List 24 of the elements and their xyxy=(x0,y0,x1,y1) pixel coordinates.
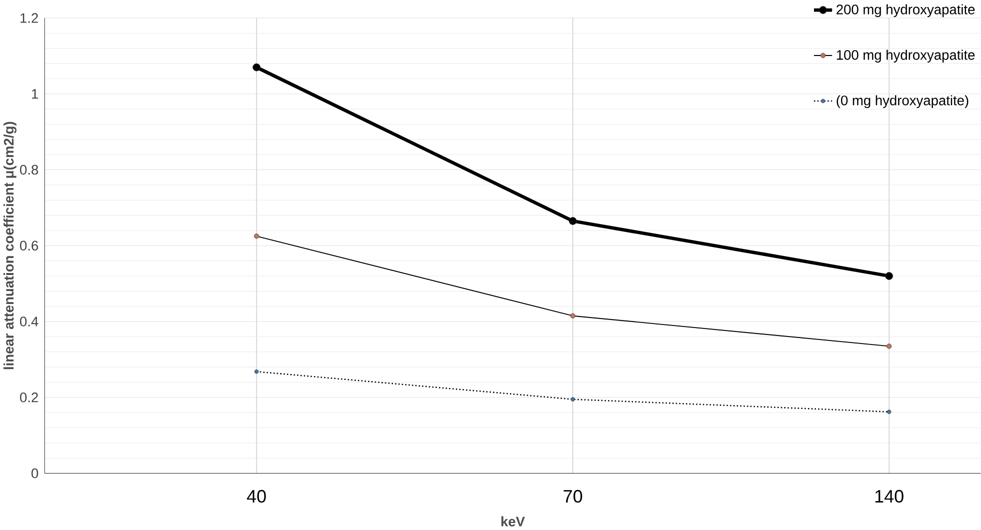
y-tick-label: 1 xyxy=(32,89,38,99)
point xyxy=(570,397,575,402)
y-tick-label: 0.4 xyxy=(20,316,38,326)
legend-label: 200 mg hydroxyapatite xyxy=(836,4,975,18)
x-tick-label: 140 xyxy=(875,490,904,503)
point xyxy=(885,272,893,280)
y-axis-title: linear attenuation coefficient μ(cm2/g) xyxy=(4,122,16,370)
x-tick-label: 40 xyxy=(246,490,266,503)
point xyxy=(570,313,576,318)
point xyxy=(886,410,892,414)
point xyxy=(568,217,577,225)
x-axis-title: keV xyxy=(501,516,525,526)
point xyxy=(252,63,260,72)
point xyxy=(254,234,260,239)
y-tick-label: 0 xyxy=(32,468,38,478)
y-tick-label: 0.2 xyxy=(20,392,38,402)
y-tick-label: 0.6 xyxy=(20,240,38,251)
legend-label: 100 mg hydroxyapatite xyxy=(836,50,975,63)
y-tick-label: 0.8 xyxy=(20,164,38,175)
y-tick-label: 1.2 xyxy=(20,13,38,23)
point xyxy=(886,344,892,349)
x-tick-label: 70 xyxy=(564,490,582,503)
point xyxy=(254,370,259,374)
legend-label: (0 mg hydroxyapatite) xyxy=(836,95,968,108)
